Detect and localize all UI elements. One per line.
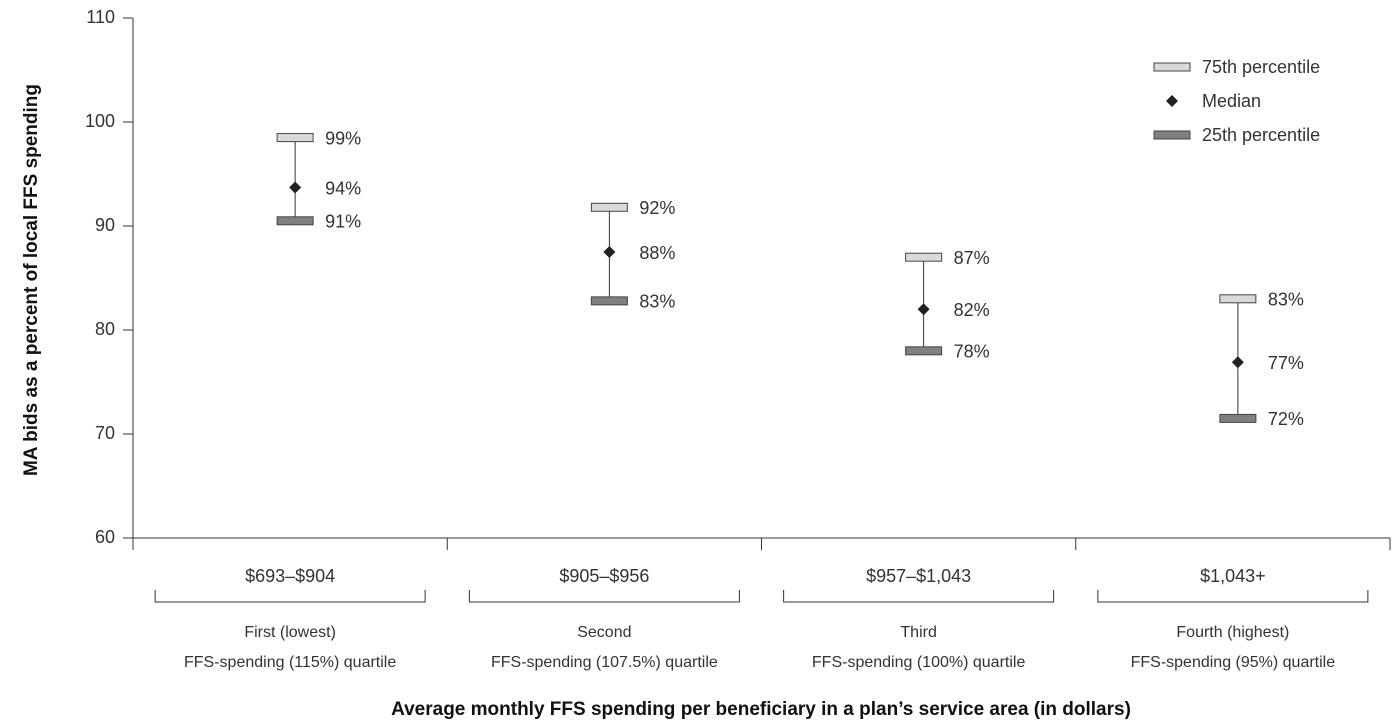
percentile-bar (905, 346, 943, 356)
y-axis-label: MA bids as a percent of local FFS spendi… (21, 84, 42, 476)
percentile-bar (1219, 413, 1257, 423)
group-label: First (lowest) (244, 624, 336, 641)
x-tick-label: $1,043+ (1200, 566, 1266, 586)
percentile-bar (905, 252, 943, 262)
percentile-bar (276, 133, 314, 143)
y-tick-label: 110 (86, 7, 115, 27)
group-label: Third (900, 624, 936, 641)
bracket (783, 590, 1055, 603)
value-label: 99% (325, 128, 361, 148)
value-label: 77% (1268, 353, 1304, 373)
y-tick-label: 100 (85, 111, 115, 131)
y-tick-label: 80 (95, 319, 115, 339)
median-marker (917, 303, 930, 316)
value-label: 82% (954, 300, 990, 320)
bracket (468, 590, 740, 603)
group-label: FFS-spending (100%) quartile (812, 654, 1026, 671)
percentile-bar (590, 296, 628, 306)
value-label: 94% (325, 178, 361, 198)
percentile-bar (1219, 294, 1257, 304)
bracket (1097, 590, 1369, 603)
x-axis-label: Average monthly FFS spending per benefic… (391, 699, 1131, 720)
legend-label: 75th percentile (1202, 57, 1320, 77)
value-label: 83% (639, 292, 675, 312)
x-tick-label: $905–$956 (559, 566, 649, 586)
group-label: Second (577, 624, 631, 641)
median-marker (603, 246, 616, 258)
percentile-bar (590, 202, 628, 212)
x-tick-label: $693–$904 (245, 566, 335, 586)
bracket (154, 590, 426, 603)
value-label: 88% (639, 243, 675, 263)
y-tick-label: 90 (95, 215, 115, 235)
legend-marker (1153, 62, 1191, 72)
median-marker (289, 181, 302, 194)
value-label: 78% (954, 342, 990, 362)
legend-label: 25th percentile (1202, 125, 1320, 145)
value-label: 92% (639, 198, 675, 218)
legend-marker (1153, 130, 1191, 140)
value-label: 72% (1268, 409, 1304, 429)
legend-label: Median (1202, 91, 1261, 111)
median-marker (1231, 356, 1244, 369)
value-label: 83% (1268, 290, 1304, 310)
value-label: 91% (325, 212, 361, 232)
y-tick-label: 70 (95, 423, 115, 443)
group-label: Fourth (highest) (1176, 624, 1289, 641)
group-label: FFS-spending (115%) quartile (184, 654, 396, 671)
value-label: 87% (954, 248, 990, 268)
group-label: FFS-spending (107.5%) quartile (491, 654, 718, 671)
y-tick-label: 60 (95, 527, 115, 547)
group-label: FFS-spending (95%) quartile (1131, 654, 1336, 671)
legend-marker (1166, 95, 1178, 107)
percentile-bar (276, 216, 314, 226)
x-tick-label: $957–$1,043 (866, 566, 971, 586)
